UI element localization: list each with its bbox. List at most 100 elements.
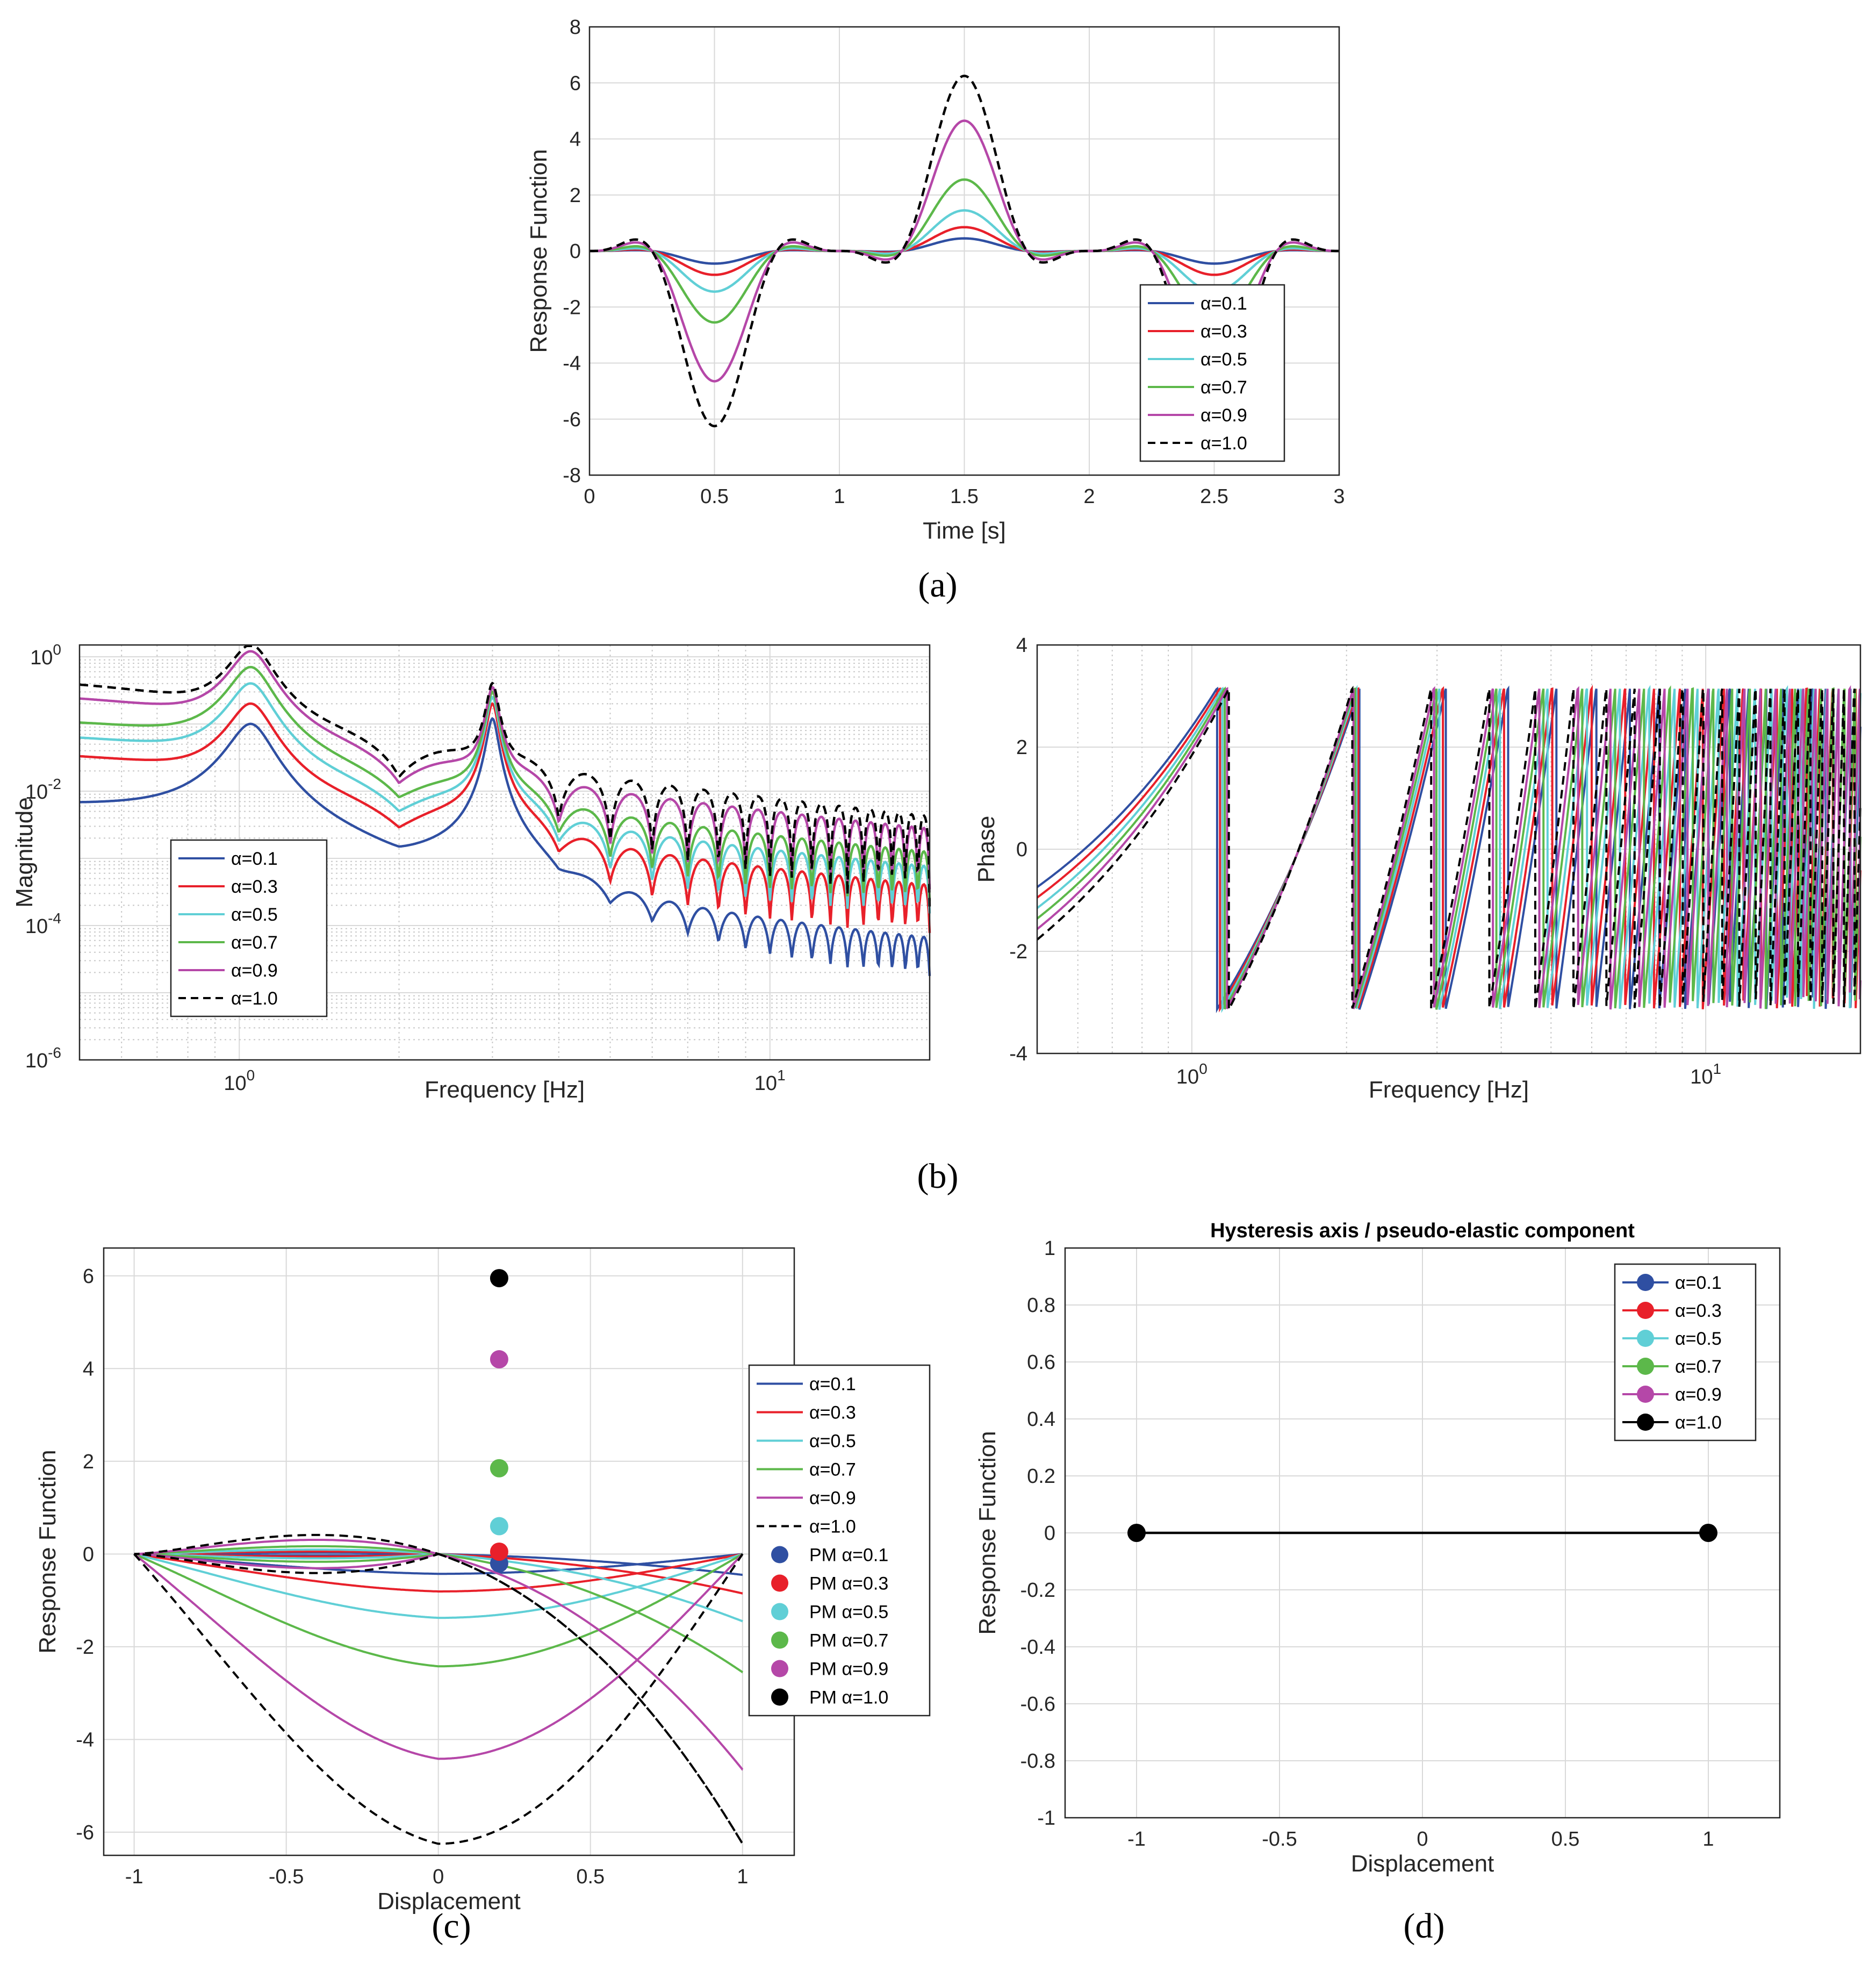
legend-label: PM α=0.3 <box>809 1574 888 1594</box>
y-tick-label: -0.6 <box>1020 1693 1055 1716</box>
y-tick-label: 0 <box>83 1543 94 1566</box>
caption-b: (b) <box>917 1157 959 1196</box>
x-tick-label: 0.5 <box>576 1866 605 1888</box>
y-tick-label: -4 <box>563 353 581 375</box>
x-axis-label: Time [s] <box>923 518 1006 544</box>
x-tick-label: 1 <box>833 485 845 508</box>
axes-frame <box>1064 1247 1781 1819</box>
x-tick-label: -0.5 <box>269 1866 304 1888</box>
legend-label: α=1.0 <box>1201 433 1247 454</box>
y-tick-label: 1 <box>1044 1237 1055 1260</box>
y-tick-label: -0.4 <box>1020 1636 1055 1659</box>
hysteresis-lower-2 <box>134 1553 743 1593</box>
legend-label: α=0.3 <box>809 1403 856 1423</box>
x-tick-label: 100 <box>1176 1060 1207 1088</box>
y-tick-label: 6 <box>570 72 581 95</box>
x-tick-label: -0.5 <box>1262 1828 1297 1851</box>
legend-label: α=0.9 <box>231 960 278 981</box>
hysteresis-upper-6 <box>134 1533 744 1845</box>
x-tick-label: 1.5 <box>950 485 979 508</box>
legend-box <box>1139 284 1285 462</box>
y-tick-label: 8 <box>570 16 581 39</box>
legend-label: PM α=0.9 <box>809 1659 888 1680</box>
legend-label: α=0.3 <box>231 877 278 897</box>
x-tick-label: 3 <box>1333 485 1345 508</box>
y-tick-label: 4 <box>83 1358 94 1380</box>
legend-label: α=0.1 <box>231 849 278 869</box>
panel-b-magnitude: 100 101 10-6 10-4 10-2 100 Frequency [Hz] Magni… <box>11 641 931 1103</box>
legend-box <box>170 839 328 1017</box>
legend-swatch-marker <box>1637 1274 1654 1291</box>
legend-label: α=0.1 <box>1675 1273 1722 1293</box>
x-tick-label: 0.5 <box>1551 1828 1580 1851</box>
magnitude-series-6 <box>79 644 931 909</box>
legend-label: PM α=0.1 <box>809 1545 888 1566</box>
y-tick-label: -2 <box>563 296 581 319</box>
pm-marker-4 <box>490 1459 508 1478</box>
legend-label: α=0.9 <box>1201 405 1247 426</box>
legend-label: α=1.0 <box>231 988 278 1009</box>
x-axis-label: Displacement <box>1351 1851 1494 1877</box>
legend-swatch-marker <box>1637 1302 1654 1319</box>
legend-label: α=0.5 <box>809 1431 856 1452</box>
axes-frame <box>588 26 1340 476</box>
x-axis-label: Frequency [Hz] <box>1369 1077 1529 1103</box>
x-tick-label: 2.5 <box>1200 485 1228 508</box>
pm-marker-5 <box>490 1350 508 1369</box>
legend-swatch-marker <box>771 1546 788 1564</box>
pm-marker-3 <box>490 1517 508 1536</box>
hysteresis-lower-1 <box>134 1553 743 1575</box>
magnitude-series-3 <box>79 682 931 914</box>
legend-label: PM α=0.5 <box>809 1602 888 1623</box>
caption-c: (c) <box>432 1906 471 1946</box>
legend-swatch-marker <box>1637 1358 1654 1375</box>
x-axis-label: Frequency [Hz] <box>425 1077 585 1103</box>
legend-label: α=0.7 <box>231 933 278 953</box>
legend-label: α=0.5 <box>231 905 278 925</box>
x-tick-label: 101 <box>754 1067 786 1095</box>
y-tick-label: 2 <box>1016 736 1027 759</box>
legend-label: α=0.1 <box>809 1374 856 1395</box>
legend-label: PM α=1.0 <box>809 1688 888 1708</box>
legend-label: α=1.0 <box>1675 1412 1722 1433</box>
legend-swatch-marker <box>771 1631 788 1649</box>
phase-series-5 <box>1036 685 1861 1010</box>
y-tick-label: -4 <box>1009 1043 1027 1065</box>
x-tick-label: 100 <box>224 1067 255 1095</box>
legend-label: α=0.7 <box>1201 377 1247 398</box>
legend-label: α=0.3 <box>1675 1301 1722 1321</box>
legend-label: α=0.5 <box>1675 1329 1722 1349</box>
legend-swatch-marker <box>771 1574 788 1592</box>
legend-label: PM α=0.7 <box>809 1631 888 1651</box>
panel-a-time-response: 0 0.5 1 1.5 2 2.5 3 -8 -6 -4 -2 0 2 4 6 8 Time [s] Respon… <box>526 16 1345 544</box>
y-tick-label: 4 <box>1016 634 1027 657</box>
panel-b-phase: 100 101 -4 -2 0 2 4 Frequency [Hz] Phase <box>973 634 1861 1103</box>
x-tick-label: 0 <box>433 1866 444 1888</box>
panel-d-pseudo-elastic: Hysteresis axis / pseudo-elastic compone… <box>974 1220 1781 1877</box>
pm-marker-6 <box>490 1269 508 1288</box>
x-tick-label: -1 <box>1127 1828 1146 1851</box>
x-tick-label: 0.5 <box>700 485 729 508</box>
y-tick-label: -4 <box>76 1729 94 1751</box>
hysteresis-lower-6 <box>133 1553 744 1845</box>
y-tick-label: 0.8 <box>1027 1294 1055 1317</box>
series-line-2 <box>590 226 1339 276</box>
y-axis-label: Response Function <box>526 149 552 353</box>
series-line-1 <box>590 237 1339 265</box>
x-tick-label: 0 <box>584 485 595 508</box>
hysteresis-lower-3 <box>134 1553 743 1619</box>
y-tick-label: 10-4 <box>25 910 61 938</box>
y-tick-label: -1 <box>1037 1807 1055 1830</box>
legend-swatch-marker <box>771 1688 788 1706</box>
y-tick-label: -2 <box>76 1636 94 1659</box>
y-tick-label: 6 <box>83 1265 94 1288</box>
endpoint-marker <box>1699 1524 1717 1542</box>
legend-label: α=1.0 <box>809 1517 856 1537</box>
y-tick-label: -2 <box>1009 941 1027 963</box>
y-tick-label: -0.8 <box>1020 1750 1055 1773</box>
legend-box <box>1614 1263 1757 1442</box>
y-tick-label: -6 <box>76 1821 94 1844</box>
legend-swatch-marker <box>1637 1330 1654 1347</box>
legend-swatch-marker <box>1637 1414 1654 1431</box>
